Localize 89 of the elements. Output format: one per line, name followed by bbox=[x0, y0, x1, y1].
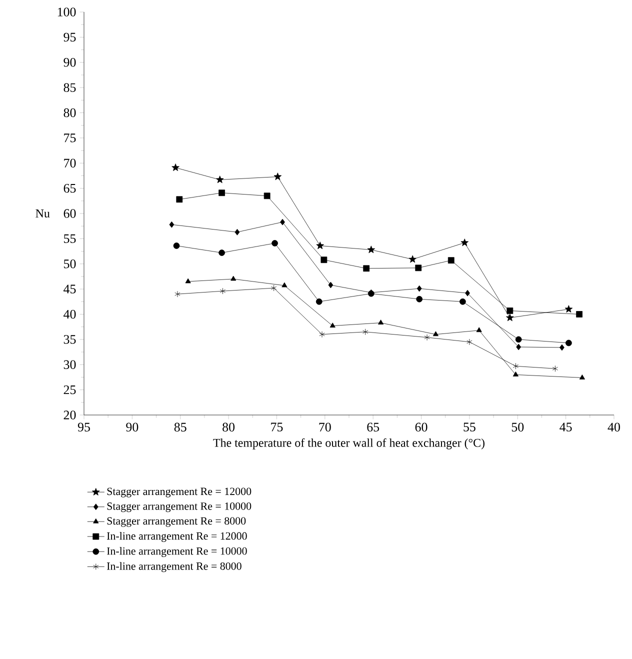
point bbox=[320, 256, 328, 264]
legend-label: In-line arrangement Re = 8000 bbox=[106, 562, 242, 572]
point bbox=[560, 344, 564, 351]
point bbox=[576, 311, 582, 318]
x-tick-label: 95 bbox=[78, 422, 90, 432]
point bbox=[319, 331, 325, 338]
x-tick-label: 45 bbox=[560, 422, 572, 432]
point bbox=[185, 278, 191, 284]
point bbox=[448, 257, 454, 264]
y-tick-label: 100 bbox=[58, 8, 76, 16]
legend-label: In-line arrangement Re = 10000 bbox=[106, 547, 247, 558]
y-tick-label: 50 bbox=[64, 260, 76, 268]
y-tick-label: 75 bbox=[64, 134, 76, 142]
y-tick-label: 65 bbox=[64, 184, 76, 193]
y-tick-label: 40 bbox=[64, 310, 76, 319]
point bbox=[416, 296, 423, 302]
point bbox=[174, 290, 180, 298]
point bbox=[280, 218, 285, 226]
x-tick-label: 80 bbox=[222, 422, 235, 432]
point bbox=[579, 374, 585, 380]
point bbox=[552, 365, 558, 372]
x-tick-label: 50 bbox=[512, 422, 524, 432]
point bbox=[432, 331, 439, 336]
point bbox=[216, 176, 224, 184]
y-tick-label: 55 bbox=[64, 234, 76, 243]
point bbox=[316, 242, 324, 250]
point bbox=[264, 192, 270, 200]
point bbox=[466, 338, 472, 346]
x-tick-label: 55 bbox=[464, 422, 476, 432]
y-tick-label: 45 bbox=[64, 284, 76, 294]
point bbox=[328, 282, 334, 288]
y-axis-title: Nu bbox=[36, 210, 50, 218]
point bbox=[566, 340, 572, 346]
point bbox=[476, 327, 482, 332]
legend-label: Stagger arrangement Re = 10000 bbox=[107, 502, 252, 512]
point bbox=[282, 282, 288, 288]
point bbox=[367, 246, 376, 254]
point bbox=[512, 362, 518, 370]
point bbox=[362, 328, 368, 336]
point bbox=[230, 276, 236, 281]
x-tick-label: 90 bbox=[126, 422, 138, 432]
point bbox=[272, 240, 278, 246]
point bbox=[234, 228, 240, 236]
x-tick-label: 70 bbox=[319, 422, 331, 432]
point bbox=[169, 221, 174, 228]
point bbox=[316, 298, 322, 305]
point bbox=[516, 344, 522, 350]
legend-label: Stagger arrangement Re = 8000 bbox=[107, 517, 246, 527]
x-tick-label: 85 bbox=[174, 422, 186, 432]
point bbox=[515, 336, 522, 343]
point bbox=[274, 172, 282, 180]
point bbox=[218, 250, 225, 256]
x-axis-title: The temperature of the outer wall of heat exchanger (°C) bbox=[213, 438, 484, 450]
legend-label: In-line arrangement Re = 12000 bbox=[106, 532, 247, 542]
point bbox=[506, 308, 514, 314]
x-tick-label: 40 bbox=[608, 422, 620, 432]
point bbox=[363, 265, 370, 272]
point bbox=[424, 334, 430, 341]
x-tick-label: 65 bbox=[367, 422, 380, 432]
y-tick-label: 25 bbox=[64, 385, 76, 394]
y-tick-label: 35 bbox=[64, 335, 76, 344]
point bbox=[172, 164, 180, 171]
y-tick-label: 90 bbox=[64, 58, 76, 67]
point bbox=[512, 372, 518, 376]
y-tick-label: 30 bbox=[64, 360, 76, 369]
x-tick-label: 60 bbox=[415, 422, 428, 432]
point bbox=[176, 196, 183, 203]
point bbox=[378, 320, 384, 325]
point bbox=[173, 242, 180, 249]
y-tick-label: 80 bbox=[64, 108, 76, 118]
point bbox=[506, 314, 514, 322]
point bbox=[408, 255, 416, 263]
point bbox=[220, 288, 226, 294]
y-tick-label: 85 bbox=[64, 83, 76, 92]
y-tick-label: 70 bbox=[64, 158, 76, 168]
point bbox=[460, 238, 469, 246]
legend-label: Stagger arrangement Re = 12000 bbox=[107, 488, 252, 498]
point bbox=[330, 322, 336, 328]
point bbox=[460, 298, 466, 305]
y-tick-label: 20 bbox=[64, 410, 76, 420]
point bbox=[416, 285, 422, 292]
point bbox=[564, 305, 573, 313]
point bbox=[271, 284, 277, 292]
y-tick-label: 95 bbox=[64, 32, 76, 42]
x-tick-label: 75 bbox=[271, 422, 283, 432]
point bbox=[218, 190, 225, 196]
y-tick-label: 60 bbox=[64, 209, 76, 218]
point bbox=[465, 290, 470, 296]
point bbox=[415, 264, 422, 272]
